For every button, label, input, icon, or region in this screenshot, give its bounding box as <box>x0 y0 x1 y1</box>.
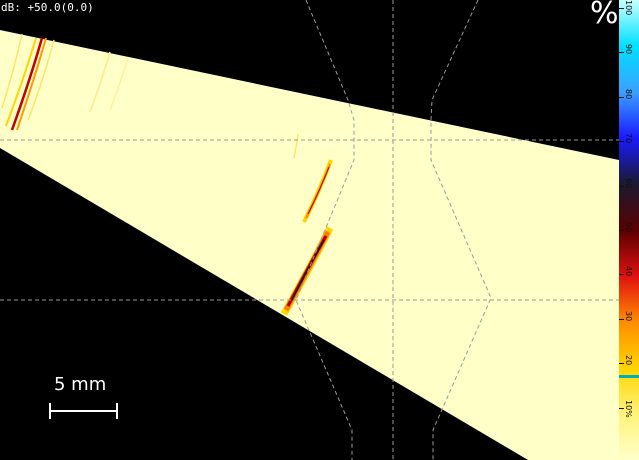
palette-gradient <box>619 0 639 460</box>
palette-tick-60: 60 <box>624 177 633 188</box>
sector-beam-area <box>0 30 619 460</box>
amplitude-unit-label: % <box>590 0 619 31</box>
palette-tick-mark-30 <box>619 318 624 320</box>
palette-tick-mark-10 <box>619 407 624 409</box>
weld-profile-right <box>430 0 492 460</box>
palette-tick-mark-100 <box>619 8 624 9</box>
palette-tick-80: 80 <box>624 88 633 99</box>
weld-geometry-overlay <box>0 0 619 460</box>
palette-tick-mark-90 <box>619 52 624 54</box>
scale-bar-label: 5 mm <box>54 374 107 395</box>
scale-bar-cap-right <box>116 403 118 419</box>
palette-tick-20: 20 <box>624 355 633 366</box>
palette-tick-30: 30 <box>624 310 633 321</box>
palette-tick-70: 70 <box>624 133 633 144</box>
palette-tick-mark-50 <box>619 230 624 231</box>
palette-tick-mark-70 <box>619 141 624 143</box>
palette-tick-mark-80 <box>619 96 624 98</box>
amplitude-color-palette: 100 90 80 70 60 50 40 30 20 10% <box>619 0 639 460</box>
palette-threshold-marker[interactable] <box>619 375 639 379</box>
weld-profile-left <box>295 0 355 460</box>
palette-tick-mark-60 <box>619 185 624 187</box>
palette-tick-100: 100 <box>624 0 633 16</box>
gain-readout: dB: +50.0(0.0) <box>0 0 97 15</box>
palette-tick-mark-40 <box>619 274 624 276</box>
palette-tick-90: 90 <box>624 44 633 55</box>
palette-tick-10: 10% <box>624 399 633 418</box>
palette-tick-mark-20 <box>619 363 624 365</box>
palette-tick-50: 50 <box>624 222 633 233</box>
scale-bar-line <box>50 410 118 412</box>
near-surface-streaks <box>1 33 129 131</box>
palette-tick-40: 40 <box>624 266 633 277</box>
